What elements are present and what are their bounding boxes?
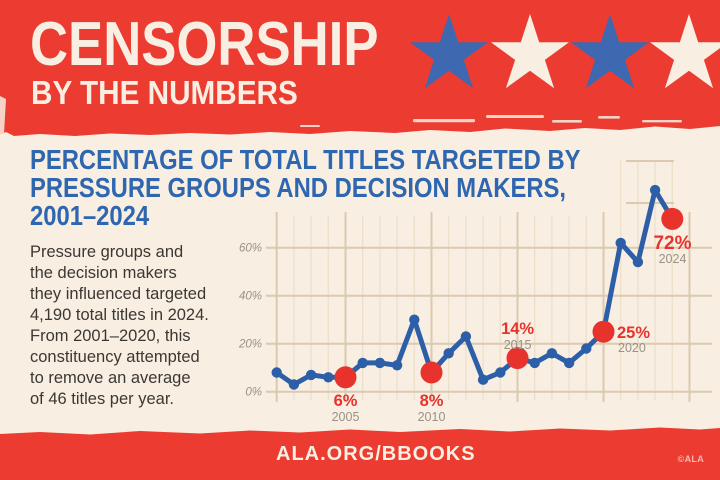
brush-texture [0, 96, 682, 136]
highlight-point [661, 207, 684, 230]
footer-link[interactable]: ALA.ORG/BBOOKS [276, 443, 476, 465]
data-point [649, 184, 661, 196]
body-line: they influenced targeted [30, 285, 207, 303]
callout-percentage: 8% [420, 392, 444, 410]
stars-row [410, 14, 720, 89]
header-background [0, 0, 720, 136]
star-icon [491, 14, 569, 89]
y-axis-label: 40% [239, 291, 262, 303]
body-paragraph: Pressure groups and the decision makers … [30, 242, 209, 410]
data-point [529, 357, 540, 369]
data-point [409, 314, 420, 325]
callout-year: 2015 [504, 338, 532, 352]
body-line: constituency attempted [30, 348, 200, 366]
data-point [374, 357, 386, 369]
chart-heading: PERCENTAGE OF TOTAL TITLES TARGETED BY P… [30, 146, 678, 230]
star-icon [410, 14, 488, 89]
data-point [460, 331, 472, 342]
data-point [563, 357, 575, 369]
header-band [0, 0, 720, 136]
callout-percentage: 6% [334, 392, 358, 410]
data-point [615, 237, 626, 249]
callout-percentage: 25% [617, 324, 650, 342]
callout-year: 2024 [659, 252, 687, 266]
data-point [323, 372, 334, 383]
data-point [477, 374, 489, 385]
highlight-point [334, 366, 357, 389]
body-line: to remove an average [30, 369, 191, 387]
y-axis-label: 60% [239, 243, 262, 255]
highlight-point [506, 347, 529, 370]
series-line [274, 187, 675, 387]
data-point [391, 360, 403, 371]
footer-background [0, 427, 720, 480]
data-point [546, 348, 558, 359]
callout-year: 2005 [332, 410, 360, 424]
footer-band [0, 427, 720, 480]
copyright-credit: ©ALA [677, 454, 704, 464]
body-line: of 46 titles per year. [30, 390, 174, 408]
highlight-point [420, 361, 443, 384]
data-point [357, 357, 368, 369]
y-axis-label: 0% [245, 387, 262, 399]
star-icon [571, 14, 649, 89]
data-point [581, 343, 592, 354]
y-axis-label: 20% [238, 339, 262, 351]
line-chart: 0% 20% 40% 60% 6%2005 8%2010 14%2015 25%2020 72%… [238, 160, 712, 424]
data-point [271, 367, 282, 378]
star-icon [650, 14, 720, 89]
data-point [305, 369, 317, 381]
callout-percentage: 14% [501, 320, 534, 338]
body-line: From 2001–2020, this [30, 327, 191, 345]
data-point [495, 367, 506, 378]
chart-heading-line: PERCENTAGE OF TOTAL TITLES TARGETED BY [30, 144, 581, 175]
body-line: 4,190 total titles in 2024. [30, 306, 209, 324]
chart-heading-line: 2001–2024 [30, 200, 150, 231]
chart-heading-line: PRESSURE GROUPS AND DECISION MAKERS, [30, 172, 567, 203]
data-point [288, 379, 300, 390]
poster-title: CENSORSHIP [30, 10, 379, 79]
callout-year: 2020 [618, 341, 646, 355]
data-point [443, 348, 454, 359]
body-line: Pressure groups and [30, 243, 184, 261]
callout-year: 2010 [418, 410, 446, 424]
poster-subtitle: BY THE NUMBERS [31, 74, 298, 111]
highlight-point [592, 320, 615, 343]
body-line: the decision makers [30, 264, 177, 282]
data-point [632, 256, 644, 268]
callout-percentage: 72% [653, 233, 691, 254]
